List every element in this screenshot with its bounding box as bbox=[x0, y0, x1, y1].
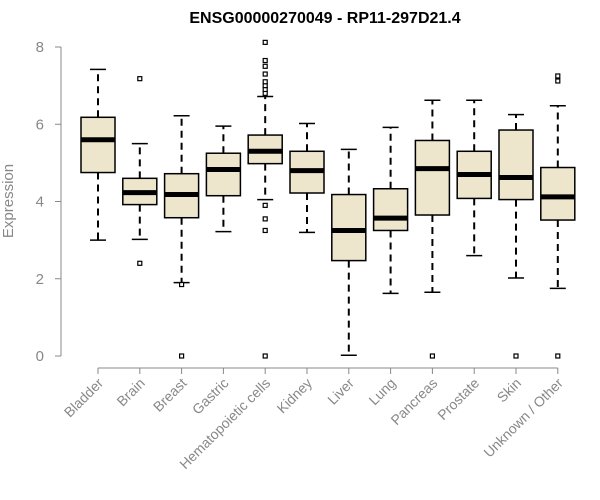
box-breast bbox=[163, 115, 200, 359]
box-body bbox=[498, 129, 534, 201]
box-hematopoietic-cells bbox=[247, 39, 283, 359]
outlier-point bbox=[555, 353, 561, 359]
box-unknown-other bbox=[540, 73, 576, 359]
outlier-point bbox=[262, 57, 268, 64]
outlier-point bbox=[555, 73, 561, 79]
box-kidney bbox=[289, 122, 325, 234]
outlier-point bbox=[262, 216, 268, 222]
y-tick-label: 4 bbox=[36, 194, 44, 211]
box-body bbox=[205, 152, 242, 197]
box-body bbox=[414, 139, 451, 216]
x-tick-label: Prostate bbox=[434, 375, 482, 423]
box-pancreas bbox=[414, 99, 451, 359]
box-lung bbox=[372, 126, 409, 295]
box-body bbox=[372, 188, 409, 232]
outlier-point bbox=[137, 260, 143, 266]
box-body bbox=[331, 193, 367, 262]
x-tick-label: Bladder bbox=[61, 375, 107, 421]
outlier-point bbox=[513, 353, 519, 359]
x-tick-label: Kidney bbox=[274, 375, 316, 417]
boxes bbox=[80, 39, 576, 359]
outlier-point bbox=[262, 63, 268, 69]
outlier-point bbox=[262, 39, 268, 45]
x-tick-label: Breast bbox=[150, 375, 190, 415]
box-brain bbox=[122, 76, 158, 266]
outlier-point bbox=[137, 76, 143, 82]
box-bladder bbox=[80, 68, 116, 241]
outlier-point bbox=[262, 202, 268, 208]
outlier-point bbox=[262, 79, 268, 85]
outlier-point bbox=[262, 353, 268, 359]
y-tick-label: 2 bbox=[36, 271, 44, 288]
x-tick-label: Unknown / Other bbox=[480, 375, 566, 461]
chart-title: ENSG00000270049 - RP11-297D21.4 bbox=[189, 10, 460, 27]
x-tick-label: Liver bbox=[324, 375, 357, 408]
box-prostate bbox=[456, 99, 492, 257]
y-tick-label: 8 bbox=[36, 39, 44, 56]
box-liver bbox=[331, 148, 367, 356]
x-tick-label: Lung bbox=[365, 375, 398, 408]
x-tick-label: Brain bbox=[113, 375, 147, 409]
box-skin bbox=[498, 113, 534, 359]
box-body bbox=[540, 166, 576, 221]
outlier-point bbox=[262, 71, 268, 77]
outlier-point bbox=[429, 353, 435, 359]
outlier-point bbox=[179, 281, 185, 288]
box-body bbox=[80, 116, 116, 174]
y-tick-label: 6 bbox=[36, 116, 44, 133]
y-axis-label: Expression bbox=[0, 164, 17, 238]
box-gastric bbox=[205, 125, 242, 233]
outlier-point bbox=[555, 78, 561, 84]
outlier-point bbox=[262, 227, 268, 234]
outlier-point bbox=[179, 353, 185, 359]
x-tick-label: Skin bbox=[494, 375, 525, 406]
y-tick-label: 0 bbox=[36, 348, 44, 365]
